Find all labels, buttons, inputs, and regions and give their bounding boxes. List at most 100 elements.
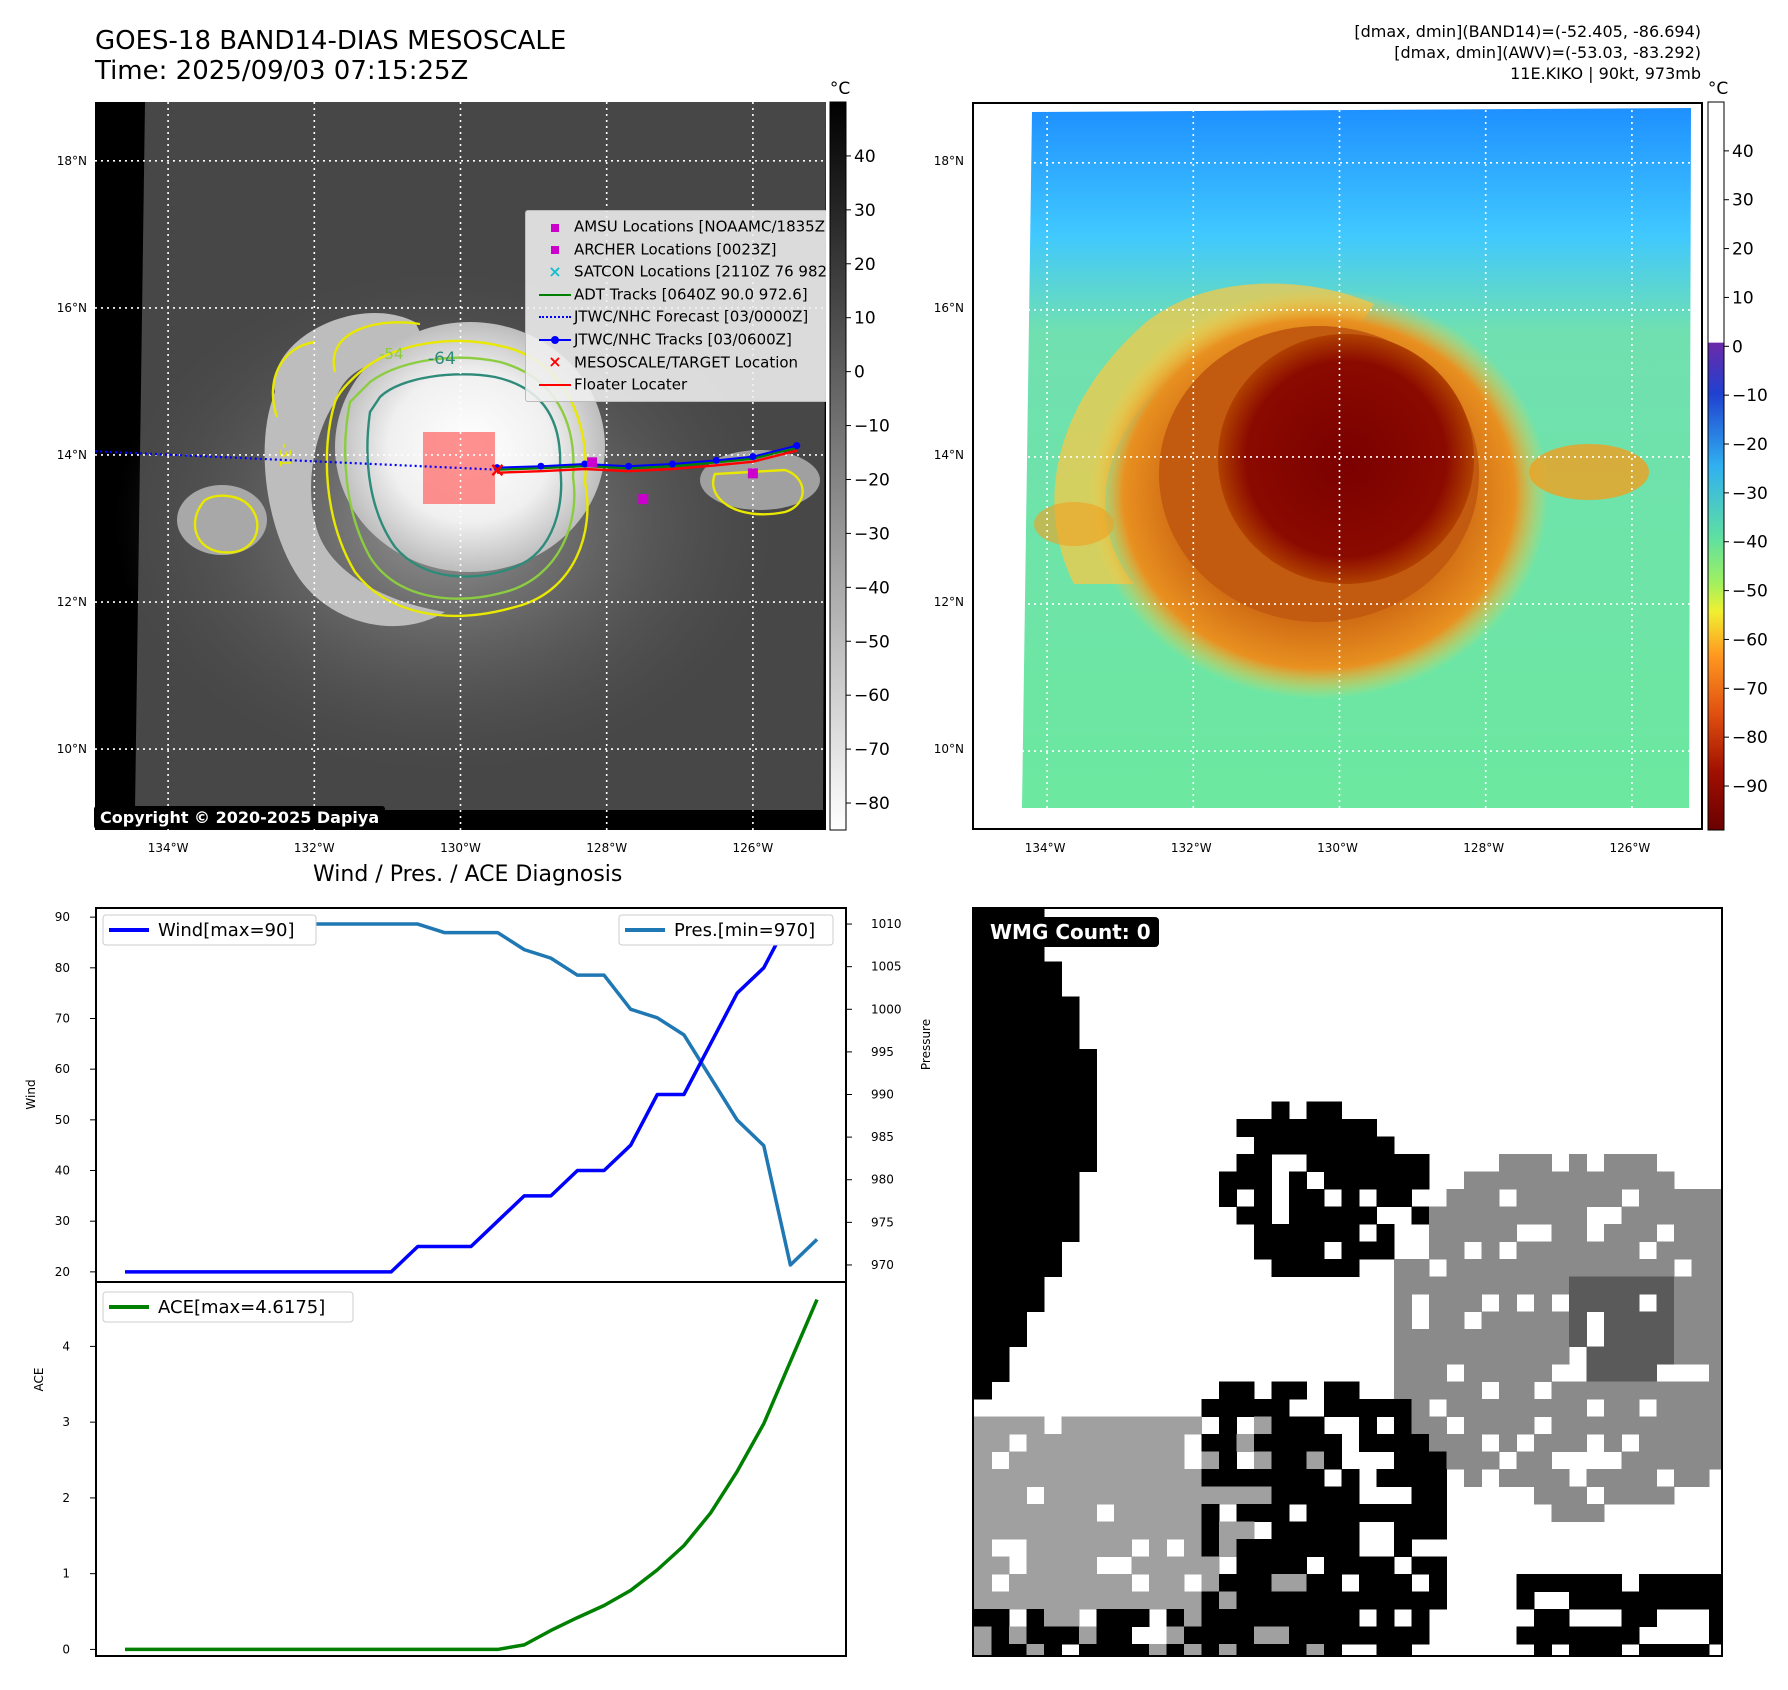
wmg-cell [1044, 1574, 1062, 1592]
color-tick-label: 0 [1732, 337, 1743, 357]
wmg-cell [1569, 1154, 1587, 1172]
gray-tick-label: −40 [854, 578, 890, 598]
wmg-cell [1044, 1556, 1062, 1575]
wmg-cell [1289, 1381, 1307, 1400]
wmg-cell [1026, 1504, 1045, 1522]
wmg-cell [1691, 1294, 1710, 1312]
wmg-cell [1289, 1206, 1307, 1225]
wmg-cell [991, 979, 1010, 997]
legend-label: JTWC/NHC Forecast [03/0000Z] [574, 307, 809, 326]
wmg-cell [1219, 1171, 1237, 1190]
wmg-cell [1411, 1556, 1430, 1575]
wmg-cell [1674, 1329, 1692, 1347]
wmg-cell [1709, 1311, 1721, 1330]
wmg-cell [1621, 1294, 1640, 1312]
wmg-cell [974, 1171, 992, 1190]
color-tick-label: −40 [1732, 533, 1768, 553]
wmg-cell [1254, 1626, 1272, 1645]
wmg-cell [1639, 1329, 1657, 1347]
wmg-cell [1044, 1521, 1062, 1540]
color-unit-label: °C [1708, 79, 1728, 99]
wmg-cell [1061, 1626, 1080, 1645]
wmg-cell [1026, 996, 1045, 1015]
wmg-cell [1376, 1591, 1395, 1610]
wmg-cell [1114, 1626, 1132, 1645]
wmg-cell [1569, 1294, 1587, 1312]
jtwc-track-point [712, 456, 720, 464]
wmg-cell [1254, 1574, 1272, 1592]
wmg-cell [991, 944, 1010, 962]
color-ir-map-svg [974, 104, 1701, 828]
wmg-cell [1271, 1609, 1290, 1627]
wmg-cell [1621, 1626, 1640, 1645]
wmg-cell [991, 1364, 1010, 1382]
wmg-cell [1586, 1171, 1605, 1190]
wmg-cell [1639, 1276, 1657, 1295]
wmg-cell [1674, 1311, 1692, 1330]
wmg-cell [1166, 1644, 1185, 1655]
wmg-cell [1691, 1206, 1710, 1225]
wmg-cell [1481, 1364, 1500, 1382]
wmg-cell [1709, 1609, 1721, 1627]
wmg-cell [1411, 1504, 1430, 1522]
wmg-cell [1429, 1574, 1447, 1592]
wmg-cell [1166, 1591, 1185, 1610]
wmg-cell [1131, 1521, 1150, 1540]
wmg-cell [1184, 1469, 1202, 1487]
wmg-cell [1009, 1294, 1027, 1312]
wmg-cell [1324, 1154, 1342, 1172]
wmg-cell [1481, 1171, 1500, 1190]
wmg-cell [1586, 1189, 1605, 1207]
wmg-cell [1446, 1241, 1465, 1260]
wmg-cell [1569, 1434, 1587, 1452]
wmg-cell [1219, 1416, 1237, 1435]
wmg-cell [991, 1346, 1010, 1365]
wmg-cell [1219, 1381, 1237, 1400]
wmg-cell [1604, 1241, 1622, 1260]
wmg-cell [1096, 1469, 1115, 1487]
wmg-cell [974, 1329, 992, 1347]
lon-tick-label: 134°W [148, 841, 189, 855]
wmg-cell [1306, 1101, 1325, 1120]
wmg-cell [1359, 1206, 1377, 1225]
wmg-cell [1114, 1521, 1132, 1540]
wmg-cell [1674, 1224, 1692, 1242]
contour-label-54: -54 [379, 345, 404, 363]
wmg-cell [1341, 1154, 1360, 1172]
wmg-cell [1709, 1189, 1721, 1207]
wmg-cell [1271, 1416, 1290, 1435]
wmg-cell [1324, 1556, 1342, 1575]
wmg-cell [1411, 1521, 1430, 1540]
wmg-cell [1026, 1469, 1045, 1487]
ace-tick-label: 3 [62, 1415, 70, 1429]
wmg-cell [1516, 1346, 1535, 1365]
wmg-cell [1516, 1416, 1535, 1435]
diag-title: Wind / Pres. / ACE Diagnosis [313, 862, 623, 887]
wmg-cell [1569, 1626, 1587, 1645]
wmg-cell [1306, 1521, 1325, 1540]
wmg-cell [1604, 1434, 1622, 1452]
lon-tick-label: 128°W [586, 841, 627, 855]
amsu-location-marker [587, 457, 598, 468]
wmg-cell [1411, 1609, 1430, 1627]
lon-tick-label: 130°W [1317, 841, 1358, 855]
wmg-cell [1201, 1626, 1220, 1645]
wmg-cell [1079, 1486, 1097, 1505]
wmg-cell [1271, 1136, 1290, 1155]
wmg-cell [1131, 1556, 1150, 1575]
legend-item: × SATCON Locations [2110Z 76 982] [536, 260, 826, 282]
wmg-cell [1656, 1434, 1675, 1452]
wmg-cell [1096, 1434, 1115, 1452]
wmg-cell [1254, 1154, 1272, 1172]
wmg-cell [1376, 1399, 1395, 1417]
wmg-cell [1341, 1136, 1360, 1155]
pressure-tick-label: 995 [871, 1045, 894, 1059]
wmg-cell [1166, 1469, 1185, 1487]
wmg-cell [1394, 1469, 1412, 1487]
wmg-cell [1621, 1416, 1640, 1435]
jtwc-track-point [493, 464, 501, 472]
wmg-cell [1376, 1644, 1395, 1655]
color-ir-map-panel [972, 102, 1703, 830]
wmg-cell [1271, 1644, 1290, 1655]
legend-label: SATCON Locations [2110Z 76 982] [574, 262, 826, 281]
